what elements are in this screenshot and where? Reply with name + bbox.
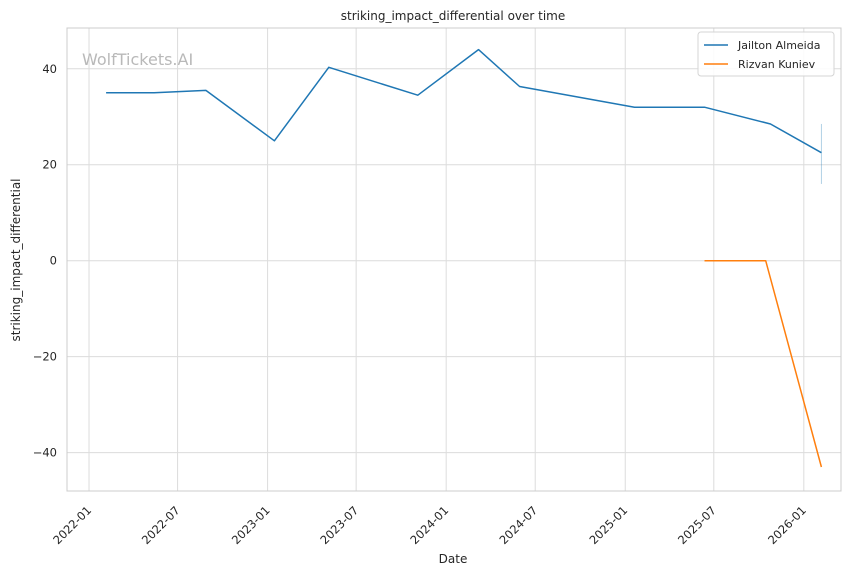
y-tick-label: −40 [33, 446, 57, 460]
y-tick-label: 20 [42, 158, 57, 172]
series-line-jailton-almeida [106, 48, 822, 154]
data-point-jailton-almeida [769, 123, 771, 125]
data-point-jailton-almeida [703, 106, 705, 108]
data-point-jailton-almeida [153, 92, 155, 94]
watermark: WolfTickets.AI [82, 50, 193, 69]
legend-entry-jailton-almeida: Jailton Almeida [737, 39, 820, 52]
data-point-rizvan-kuniev [820, 466, 822, 468]
data-point-jailton-almeida [205, 89, 207, 91]
data-point-jailton-almeida [328, 66, 330, 68]
y-tick-label: −20 [33, 350, 57, 364]
legend-entry-rizvan-kuniev: Rizvan Kuniev [738, 58, 816, 71]
data-point-jailton-almeida [477, 48, 479, 50]
legend-box [697, 31, 835, 77]
y-tick-label: 0 [50, 254, 57, 268]
x-axis-label: Date [439, 552, 468, 566]
data-point-rizvan-kuniev [764, 259, 766, 261]
data-point-jailton-almeida [633, 106, 635, 108]
plot-frame [66, 27, 842, 492]
chart-title: striking_impact_differential over time [341, 9, 566, 23]
data-point-jailton-almeida [417, 94, 419, 96]
legend: Jailton Almeida Rizvan Kuniev [697, 31, 835, 77]
y-tick-label: 40 [42, 62, 57, 76]
y-axis-label: striking_impact_differential [9, 178, 23, 341]
series-line-rizvan-kuniev [704, 259, 823, 468]
data-point-jailton-almeida [518, 85, 520, 87]
series-lines [105, 48, 823, 468]
data-point-jailton-almeida [105, 92, 107, 94]
data-point-jailton-almeida [273, 140, 275, 142]
data-point-rizvan-kuniev [703, 259, 705, 261]
